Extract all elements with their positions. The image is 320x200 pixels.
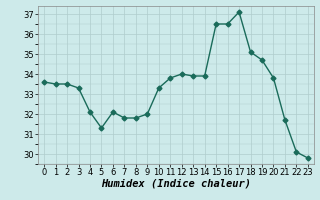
X-axis label: Humidex (Indice chaleur): Humidex (Indice chaleur) bbox=[101, 179, 251, 189]
